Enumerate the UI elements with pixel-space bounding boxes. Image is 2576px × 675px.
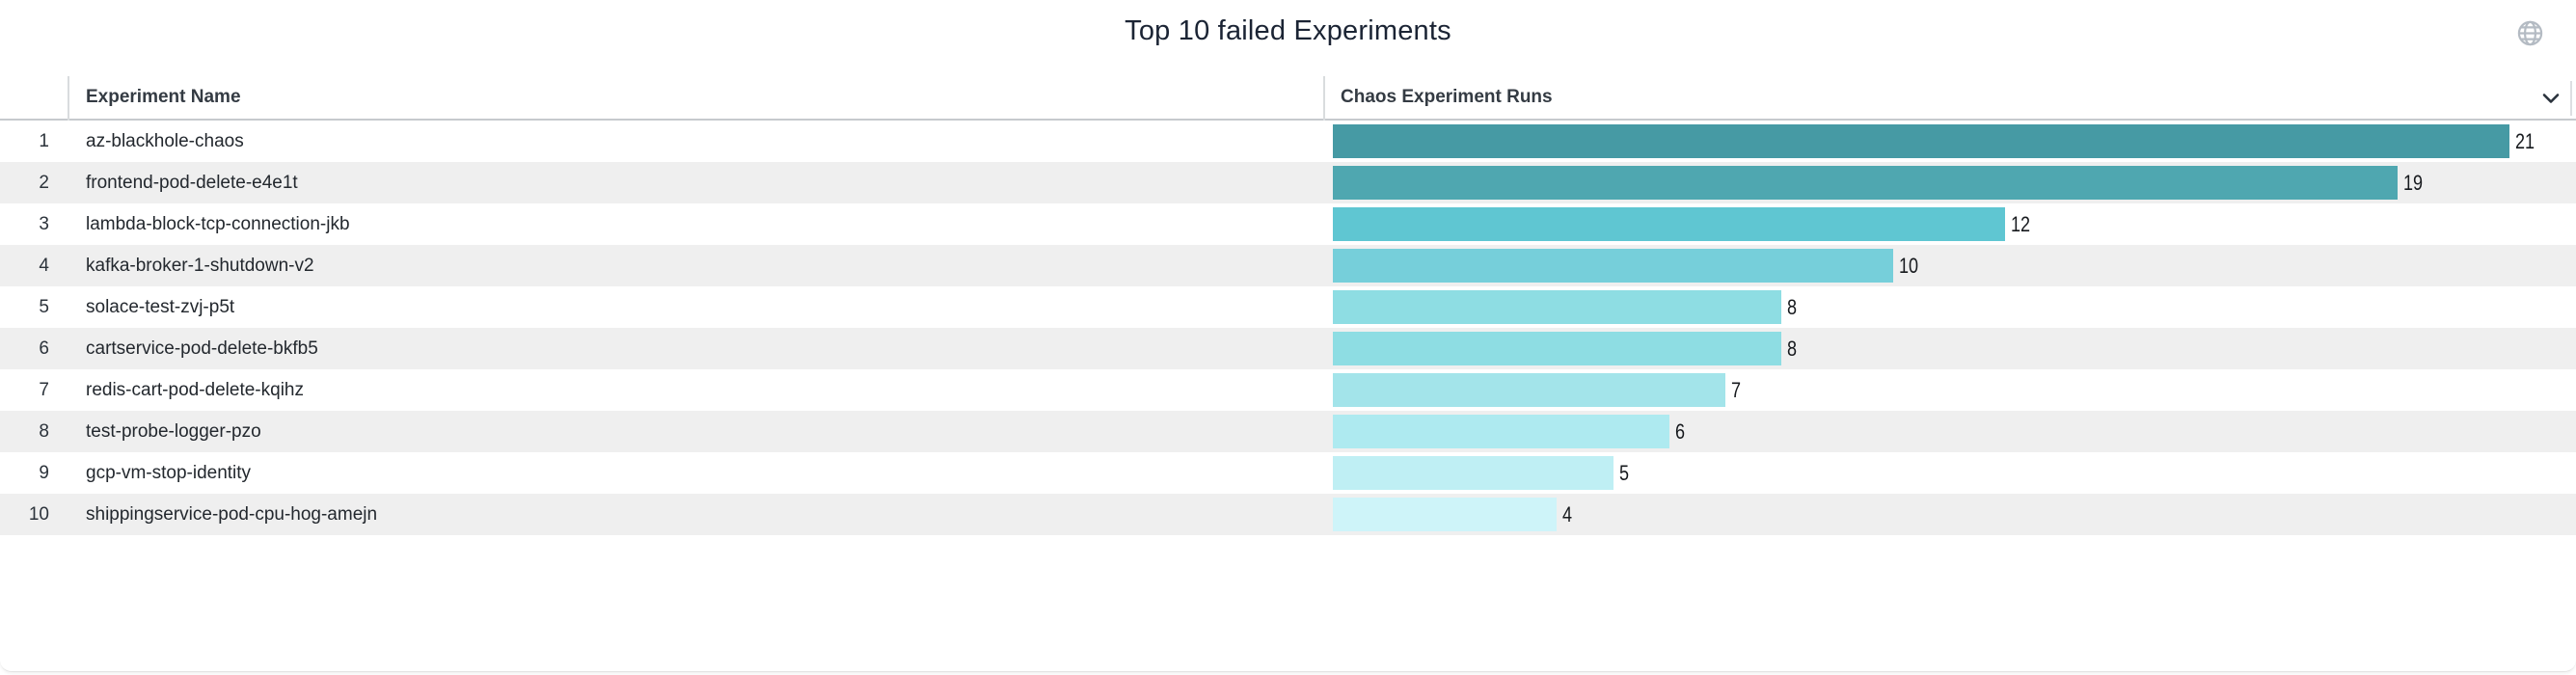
runs-bar bbox=[1333, 249, 1893, 283]
runs-value-label: 19 bbox=[2403, 170, 2424, 195]
runs-value-label: 8 bbox=[1787, 336, 1798, 361]
panel-title: Top 10 failed Experiments bbox=[1125, 15, 1451, 46]
row-rank: 7 bbox=[39, 379, 49, 400]
table-row: 6 cartservice-pod-delete-bkfb5 8 bbox=[0, 328, 2576, 369]
experiment-name: redis-cart-pod-delete-kqihz bbox=[86, 379, 304, 400]
runs-bar-cell: 19 bbox=[1324, 162, 2576, 203]
runs-value-label: 21 bbox=[2515, 128, 2535, 153]
table-row: 1 az-blackhole-chaos 21 bbox=[0, 121, 2576, 162]
runs-value-label: 4 bbox=[1562, 501, 1573, 526]
runs-bar bbox=[1333, 415, 1669, 448]
table-row: 10 shippingservice-pod-cpu-hog-amejn 4 bbox=[0, 494, 2576, 535]
row-rank: 1 bbox=[39, 130, 49, 151]
table-header: Experiment Name Chaos Experiment Runs bbox=[0, 74, 2576, 121]
row-rank: 9 bbox=[39, 462, 49, 483]
runs-bar bbox=[1333, 124, 2509, 158]
experiment-name: test-probe-logger-pzo bbox=[86, 420, 261, 442]
experiment-name: cartservice-pod-delete-bkfb5 bbox=[86, 338, 318, 359]
experiment-name: lambda-block-tcp-connection-jkb bbox=[86, 213, 350, 234]
experiment-name: shippingservice-pod-cpu-hog-amejn bbox=[86, 503, 378, 525]
table-row: 9 gcp-vm-stop-identity 5 bbox=[0, 452, 2576, 494]
column-header-label: Chaos Experiment Runs bbox=[1341, 87, 1553, 107]
experiment-name: az-blackhole-chaos bbox=[86, 130, 244, 151]
runs-bar bbox=[1333, 498, 1557, 531]
column-header-chaos-experiment-runs: Chaos Experiment Runs bbox=[1341, 74, 1553, 121]
row-rank: 5 bbox=[39, 296, 49, 317]
runs-bar-cell: 8 bbox=[1324, 328, 2576, 369]
row-rank: 8 bbox=[39, 420, 49, 442]
globe-icon[interactable] bbox=[2516, 19, 2544, 47]
row-rank: 6 bbox=[39, 338, 49, 359]
runs-bar bbox=[1333, 373, 1725, 407]
table-row: 5 solace-test-zvj-p5t 8 bbox=[0, 286, 2576, 328]
runs-value-label: 5 bbox=[1619, 460, 1630, 485]
runs-value-label: 8 bbox=[1787, 294, 1798, 319]
row-rank: 2 bbox=[39, 172, 49, 193]
row-rank: 3 bbox=[39, 213, 49, 234]
runs-value-label: 7 bbox=[1731, 377, 1742, 402]
runs-value-label: 12 bbox=[2011, 211, 2031, 236]
table-row: 2 frontend-pod-delete-e4e1t 19 bbox=[0, 162, 2576, 203]
chevron-down-icon[interactable] bbox=[2539, 87, 2562, 110]
runs-bar-cell: 5 bbox=[1324, 452, 2576, 494]
runs-bar-cell: 12 bbox=[1324, 203, 2576, 245]
experiment-name: solace-test-zvj-p5t bbox=[86, 296, 235, 317]
runs-value-label: 6 bbox=[1675, 418, 1686, 444]
runs-bar bbox=[1333, 332, 1781, 365]
header-right-divider bbox=[2570, 81, 2572, 116]
experiment-name: frontend-pod-delete-e4e1t bbox=[86, 172, 298, 193]
runs-bar-cell: 6 bbox=[1324, 411, 2576, 452]
row-rank: 4 bbox=[39, 255, 49, 276]
table-row: 7 redis-cart-pod-delete-kqihz 7 bbox=[0, 369, 2576, 411]
column-header-label: Experiment Name bbox=[86, 87, 241, 107]
runs-bar-cell: 4 bbox=[1324, 494, 2576, 535]
runs-bar bbox=[1333, 207, 2005, 241]
table-body: 1 az-blackhole-chaos 21 2 frontend-pod-delet… bbox=[0, 121, 2576, 535]
row-rank: 10 bbox=[28, 503, 49, 525]
runs-value-label: 10 bbox=[1899, 253, 1919, 278]
runs-bar bbox=[1333, 290, 1781, 324]
table-row: 4 kafka-broker-1-shutdown-v2 10 bbox=[0, 245, 2576, 286]
runs-bar-cell: 7 bbox=[1324, 369, 2576, 411]
runs-bar-cell: 21 bbox=[1324, 121, 2576, 162]
table-row: 3 lambda-block-tcp-connection-jkb 12 bbox=[0, 203, 2576, 245]
table-row: 8 test-probe-logger-pzo 6 bbox=[0, 411, 2576, 452]
column-header-experiment-name: Experiment Name bbox=[86, 74, 241, 121]
runs-bar-cell: 8 bbox=[1324, 286, 2576, 328]
runs-bar bbox=[1333, 456, 1613, 490]
experiment-name: gcp-vm-stop-identity bbox=[86, 462, 252, 483]
runs-bar bbox=[1333, 166, 2398, 200]
runs-bar-cell: 10 bbox=[1324, 245, 2576, 286]
experiment-name: kafka-broker-1-shutdown-v2 bbox=[86, 255, 314, 276]
